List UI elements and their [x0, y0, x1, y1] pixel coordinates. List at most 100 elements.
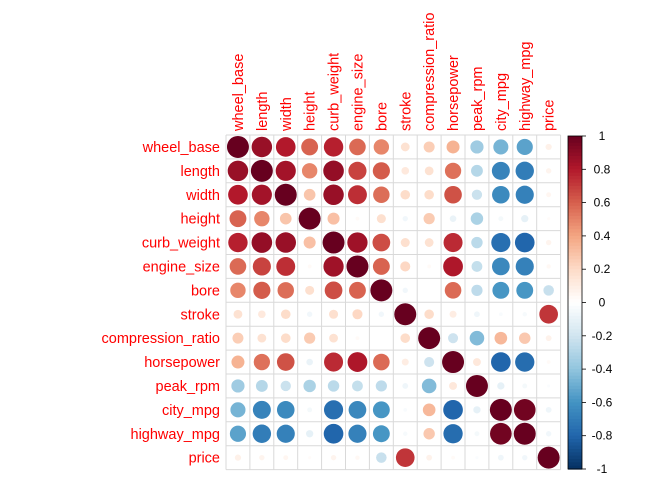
corr-circle-price-horsepower: [451, 455, 455, 460]
column-label-height: height: [303, 91, 319, 131]
corr-circle-curb_weight-curb_weight: [322, 231, 345, 254]
corr-circle-curb_weight-wheel_base: [228, 232, 248, 253]
corr-circle-height-height: [298, 207, 321, 230]
colorbar-segment: [568, 145, 582, 150]
corr-circle-curb_weight-price: [545, 239, 552, 246]
corr-circle-compression_ratio-highway_mpg: [519, 332, 531, 344]
colorbar-segment: [568, 315, 582, 320]
corr-circle-length-peak_rpm: [471, 164, 483, 177]
corr-circle-price-engine_size: [355, 455, 360, 460]
corr-circle-horsepower-price: [546, 360, 551, 364]
colorbar-segment: [568, 442, 582, 447]
corr-circle-height-price: [547, 217, 551, 221]
row-label-wheel_base: wheel_base: [142, 140, 220, 156]
corr-circle-bore-engine_size: [349, 281, 366, 299]
colorbar-segment: [568, 245, 582, 250]
corr-circle-wheel_base-curb_weight: [323, 137, 344, 157]
corr-circle-wheel_base-width: [275, 137, 296, 157]
corr-circle-curb_weight-horsepower: [443, 233, 463, 253]
colorbar-segment: [568, 289, 582, 294]
corr-circle-wheel_base-horsepower: [446, 140, 460, 154]
corr-circle-peak_rpm-wheel_base: [231, 379, 245, 393]
corr-circle-height-width: [279, 212, 292, 225]
corr-circle-horsepower-length: [253, 353, 270, 371]
corr-circle-curb_weight-stroke: [400, 238, 410, 248]
corr-circle-highway_mpg-curb_weight: [323, 423, 344, 444]
corr-circle-length-engine_size: [348, 161, 367, 180]
colorbar-segment: [568, 369, 582, 374]
corr-circle-peak_rpm-peak_rpm: [465, 374, 488, 397]
colorbar-segment: [568, 262, 582, 267]
corr-circle-wheel_base-compression_ratio: [423, 141, 435, 153]
column-label-peak_rpm: peak_rpm: [470, 67, 486, 131]
row-label-city_mpg: city_mpg: [162, 403, 220, 419]
colorbar-segment: [568, 136, 582, 140]
corr-circle-peak_rpm-stroke: [402, 383, 409, 389]
corr-circle-highway_mpg-width: [276, 424, 295, 443]
colorbar-segment: [568, 162, 582, 167]
corr-circle-peak_rpm-width: [280, 380, 291, 392]
corr-circle-length-bore: [372, 162, 390, 180]
corr-circle-wheel_base-peak_rpm: [470, 140, 484, 154]
corr-circle-highway_mpg-horsepower: [443, 424, 463, 444]
colorbar-segment: [568, 239, 582, 244]
corr-circle-stroke-length: [258, 310, 266, 319]
corr-circle-width-height: [303, 188, 316, 201]
corr-circle-city_mpg-bore: [372, 401, 390, 419]
colorbar-segment: [568, 452, 582, 457]
corr-circle-highway_mpg-peak_rpm: [474, 431, 480, 437]
colorbar-segment: [568, 335, 582, 340]
colorbar-tick-label: 0.2: [594, 262, 611, 276]
corr-circle-height-stroke: [402, 215, 408, 222]
corr-circle-engine_size-price: [546, 264, 551, 269]
corr-circle-width-city_mpg: [492, 185, 510, 204]
corr-circle-wheel_base-wheel_base: [226, 135, 249, 158]
corr-circle-height-curb_weight: [327, 212, 340, 225]
corr-circle-compression_ratio-width: [280, 333, 291, 343]
colorbar-segment: [568, 395, 582, 400]
corr-circle-width-highway_mpg: [515, 185, 534, 204]
colorbar-segment: [568, 159, 582, 164]
corr-circle-city_mpg-width: [276, 401, 295, 419]
corr-circle-height-compression_ratio: [423, 213, 435, 225]
colorbar-segment: [568, 349, 582, 354]
colorbar-segment: [568, 322, 582, 327]
corr-circle-bore-city_mpg: [492, 281, 510, 299]
corr-circle-engine_size-height: [307, 264, 312, 269]
corr-circle-compression_ratio-stroke: [400, 333, 411, 343]
colorbar-tick-label: 0.8: [594, 162, 611, 176]
corr-circle-horsepower-city_mpg: [491, 352, 511, 372]
corr-circle-price-width: [283, 455, 289, 461]
column-label-curb_weight: curb_weight: [327, 53, 343, 131]
corr-circle-compression_ratio-horsepower: [448, 333, 459, 344]
corr-circle-stroke-city_mpg: [498, 312, 503, 317]
corr-circle-highway_mpg-height: [306, 430, 314, 438]
corr-circle-stroke-bore: [378, 311, 385, 317]
corr-circle-city_mpg-compression_ratio: [422, 403, 436, 417]
corr-circle-horsepower-compression_ratio: [424, 357, 435, 368]
corr-circle-compression_ratio-length: [257, 333, 267, 343]
colorbar-tick-label: -0.4: [592, 362, 613, 376]
colorbar-segment: [568, 292, 582, 297]
colorbar-segment: [568, 249, 582, 254]
corr-circle-compression_ratio-price: [545, 335, 552, 342]
row-label-curb_weight: curb_weight: [142, 236, 220, 252]
corr-circle-bore-highway_mpg: [516, 281, 534, 299]
corr-circle-horsepower-stroke: [401, 358, 409, 366]
corr-circle-length-horsepower: [444, 162, 462, 180]
colorbar-tick-label: -1: [597, 462, 608, 476]
colorbar-segment: [568, 255, 582, 260]
colorbar-segment: [568, 189, 582, 194]
corr-circle-engine_size-curb_weight: [323, 256, 344, 277]
corr-circle-peak_rpm-highway_mpg: [522, 383, 528, 389]
corr-circle-peak_rpm-horsepower: [449, 381, 458, 390]
colorbar-tick-label: -0.8: [592, 429, 613, 443]
colorbar-segment: [568, 359, 582, 364]
corr-circle-city_mpg-curb_weight: [323, 400, 344, 420]
corr-circle-city_mpg-horsepower: [443, 400, 463, 420]
corr-circle-wheel_base-highway_mpg: [516, 138, 533, 156]
colorbar-segment: [568, 202, 582, 207]
row-label-engine_size: engine_size: [143, 259, 220, 275]
colorbar-segment: [568, 229, 582, 234]
colorbar-segment: [568, 302, 582, 307]
